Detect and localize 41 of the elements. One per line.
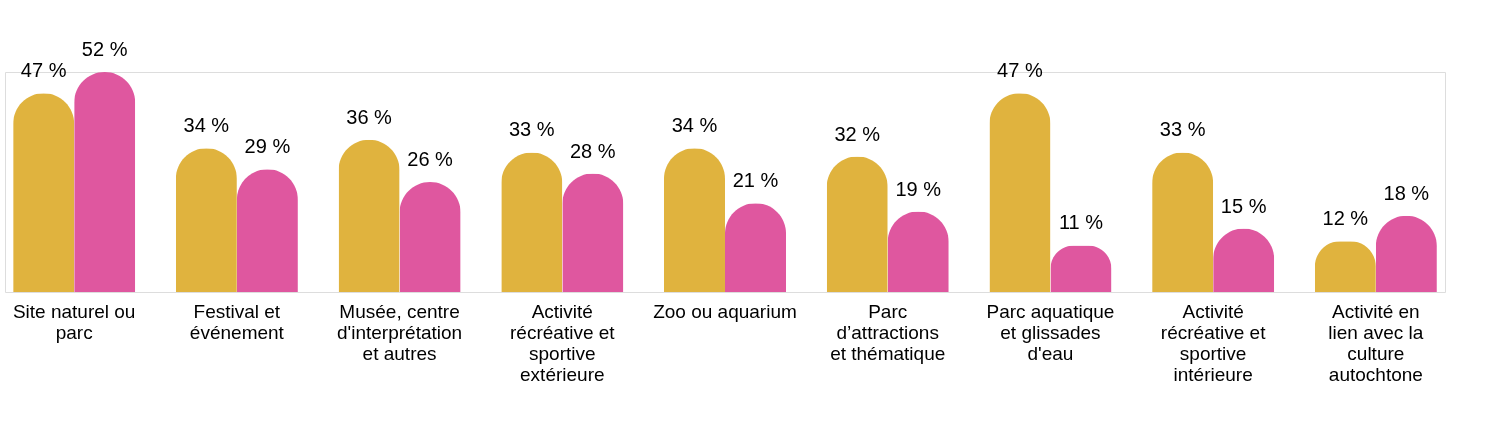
data-label: 33 % (508, 118, 555, 141)
data-label: 26 % (407, 148, 454, 170)
bar (13, 93, 75, 292)
bar (989, 93, 1051, 292)
data-label: 33 % (1159, 118, 1206, 141)
data-label: 19 % (895, 177, 942, 200)
bar (887, 211, 949, 292)
x-tick-label: Activité récréative et sportive extérieure (510, 300, 616, 385)
x-tick-label: Parc d’attractions et thématique (830, 300, 946, 364)
x-tick-label: Zoo ou aquarium (653, 300, 797, 322)
bar (501, 152, 563, 292)
bar (74, 72, 136, 292)
data-label: 21 % (732, 169, 779, 192)
bar (725, 203, 787, 292)
data-label: 52 % (81, 38, 128, 60)
x-tick-label: Festival et événement (189, 300, 285, 343)
x-tick-label: Site naturel ou parc (12, 300, 136, 343)
data-label: 36 % (346, 105, 393, 128)
x-tick-label: Parc aquatique et glissades d'eau (986, 300, 1115, 364)
bar (1152, 152, 1214, 292)
bar (562, 173, 624, 292)
data-label: 11 % (1058, 211, 1104, 234)
data-label: 34 % (183, 114, 230, 137)
data-label: 34 % (671, 114, 718, 137)
data-label: 47 % (20, 59, 67, 82)
bar (236, 169, 298, 292)
data-label: 28 % (570, 139, 616, 162)
bar (663, 148, 725, 292)
data-label: 15 % (1220, 194, 1267, 217)
bar (399, 182, 461, 292)
data-label: 29 % (244, 135, 291, 158)
data-label: 32 % (834, 122, 881, 145)
bar (826, 156, 888, 292)
bar (338, 139, 400, 292)
data-label: 47 % (997, 59, 1043, 82)
bar (175, 148, 237, 292)
x-tick-label: Activité en lien avec la culture autochtone (1328, 300, 1424, 385)
data-label: 12 % (1322, 207, 1369, 230)
x-tick-label: Musée, centre d'interprétation et autres (337, 300, 463, 364)
data-label: 18 % (1383, 181, 1430, 204)
x-tick-label: Activité récréative et sportive intérieure (1160, 300, 1267, 385)
